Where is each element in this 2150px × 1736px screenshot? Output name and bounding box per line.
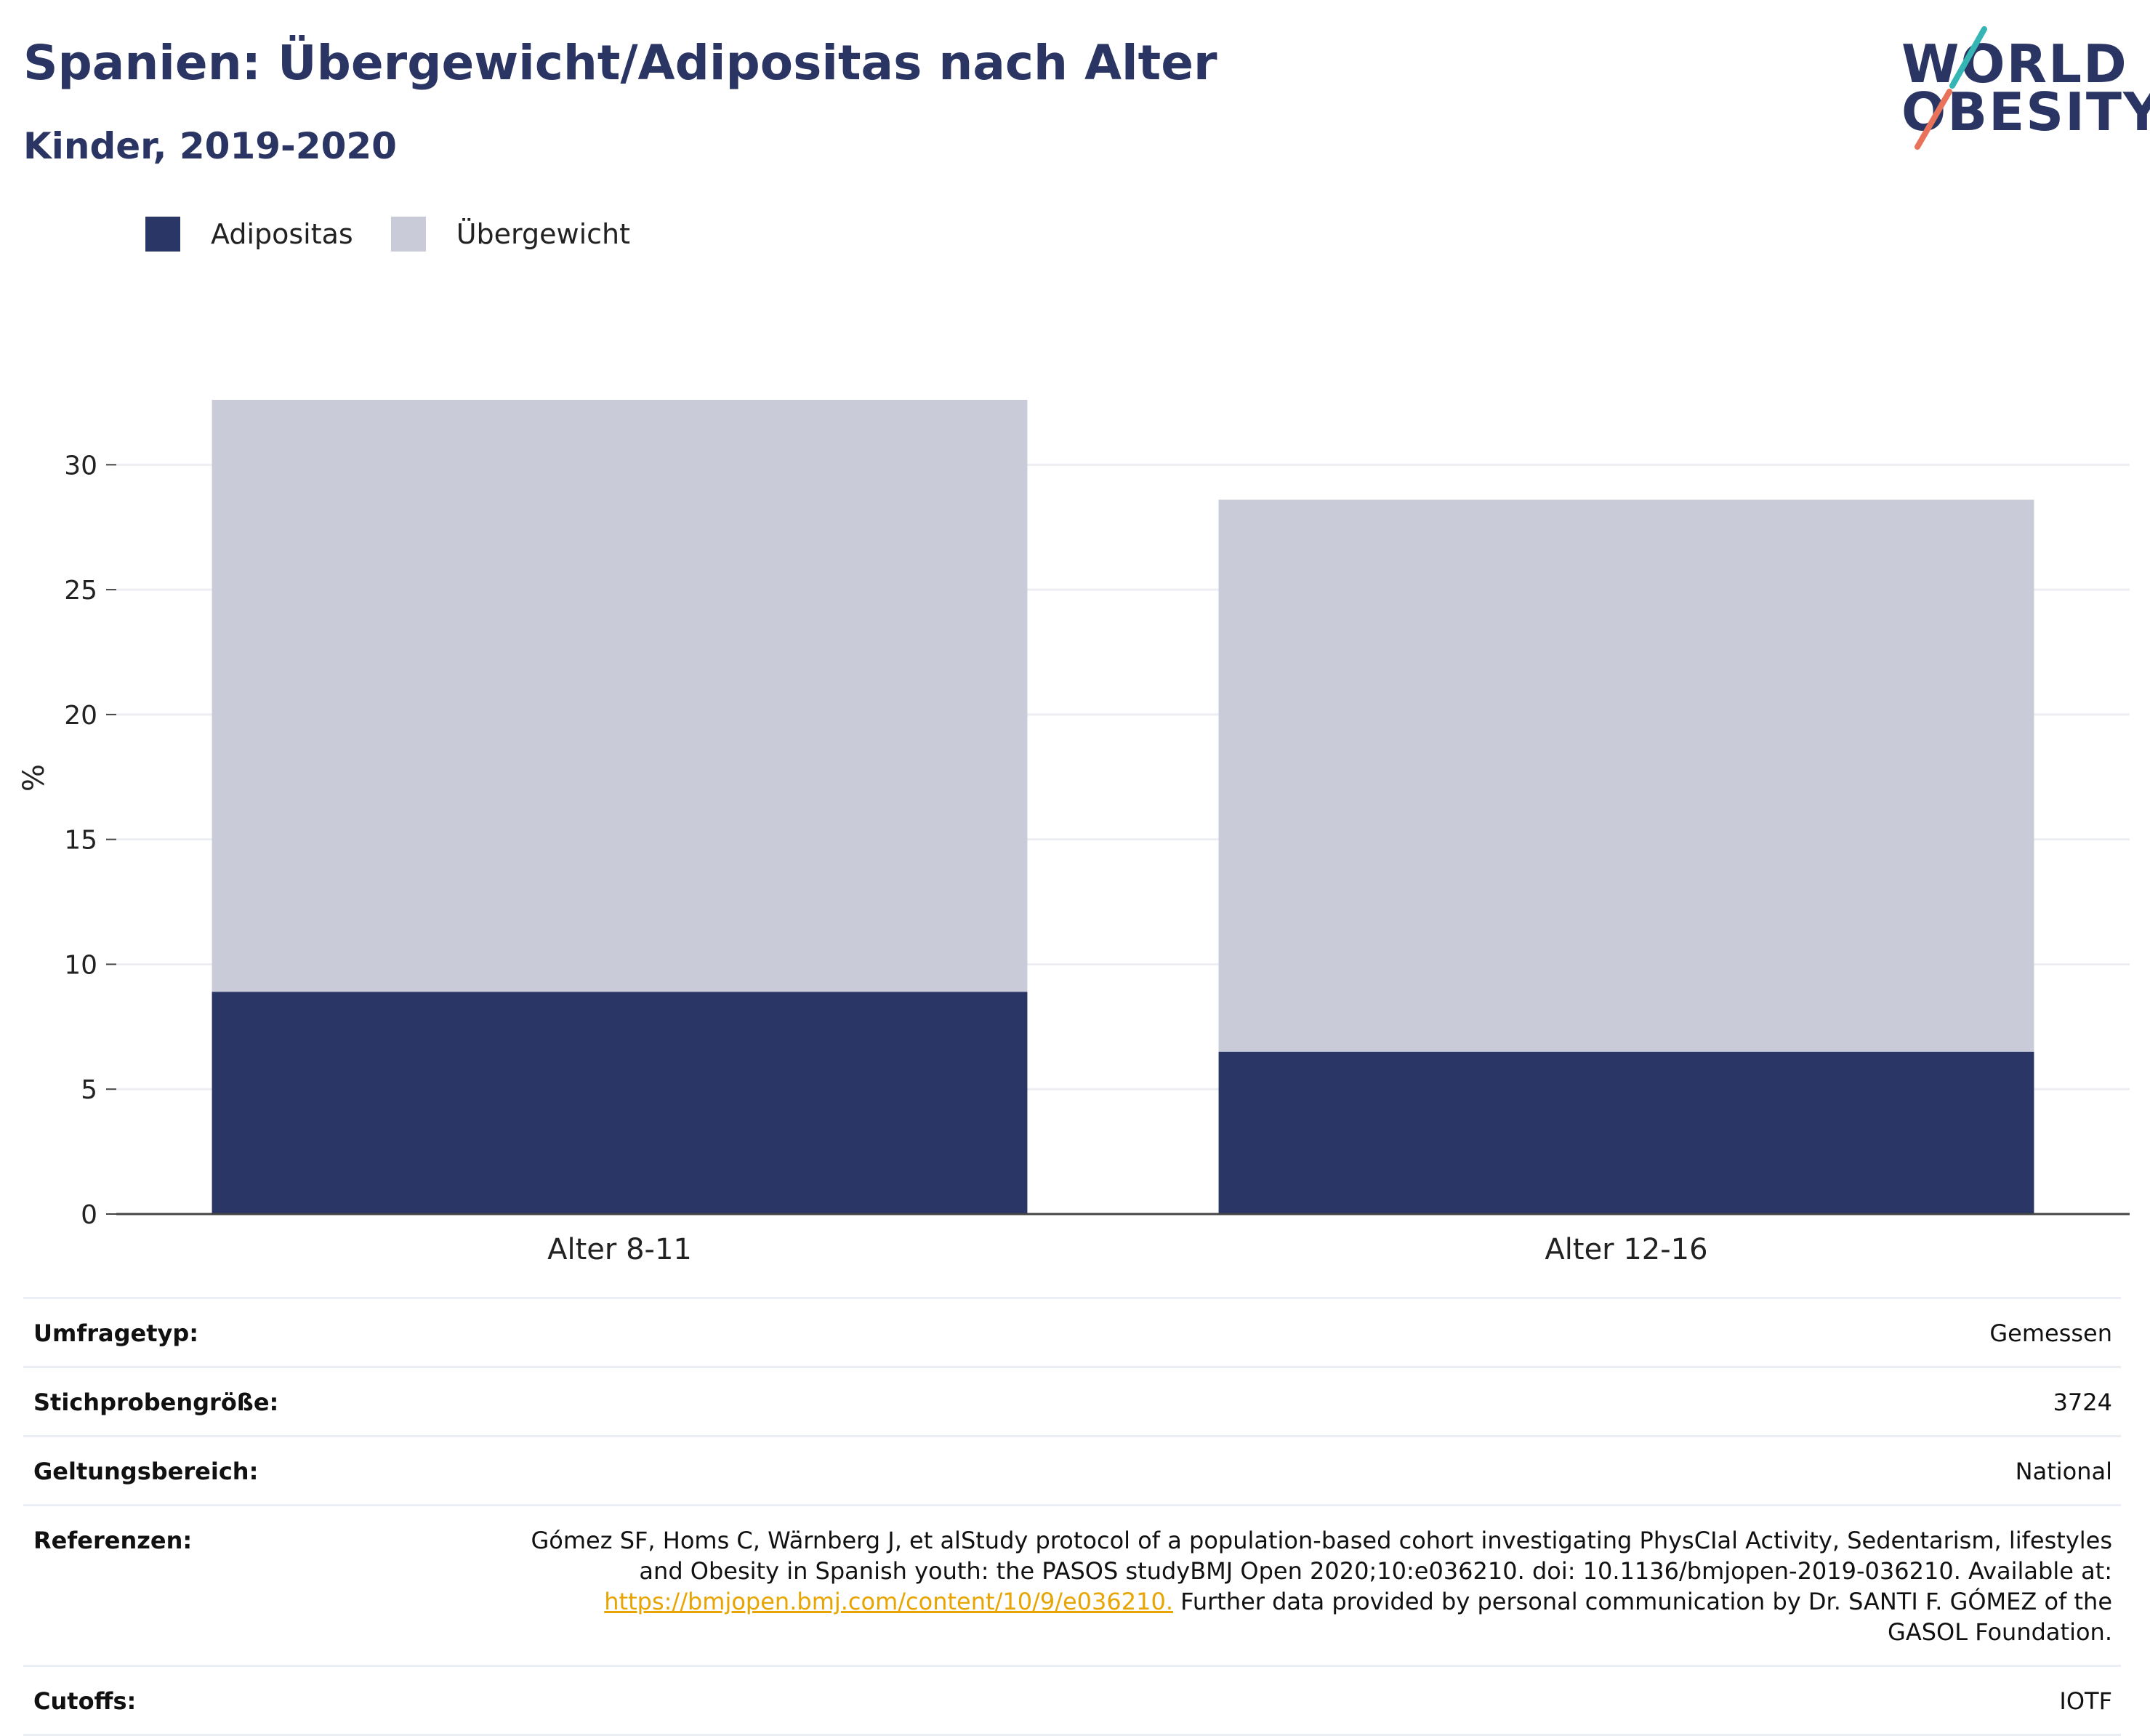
bar-adipositas-2[interactable] — [1218, 1051, 2034, 1214]
chart-legend: Adipositas Übergewicht — [145, 217, 668, 252]
table-row: Referenzen: Gómez SF, Homs C, Wärnberg J… — [23, 1506, 2121, 1667]
row-label-cutoffs: Cutoffs: — [33, 1687, 137, 1715]
legend-swatch-uebergewicht — [390, 217, 426, 252]
row-label-sample-size: Stichprobengröße: — [33, 1389, 279, 1416]
y-tick-label: 30 — [64, 451, 97, 481]
table-row: Geltungsbereich: National — [23, 1437, 2121, 1506]
x-category-label: Alter 8-11 — [547, 1233, 692, 1266]
y-tick-label: 5 — [81, 1075, 97, 1105]
row-label-references: Referenzen: — [33, 1527, 193, 1554]
metadata-table: Umfragetyp: Gemessen Stichprobengröße: 3… — [23, 1297, 2121, 1736]
chart-subtitle: Kinder, 2019-2020 — [23, 125, 397, 167]
logo-text-obesity: OBESITY — [1901, 81, 2150, 142]
legend-label-adipositas: Adipositas — [211, 218, 353, 250]
legend-swatch-adipositas — [145, 217, 180, 252]
reference-link[interactable]: https://bmjopen.bmj.com/content/10/9/e03… — [604, 1588, 1173, 1615]
x-category-label: Alter 12-16 — [1545, 1233, 1707, 1266]
legend-item-adipositas[interactable]: Adipositas — [145, 217, 353, 252]
y-axis-title: % — [17, 764, 51, 792]
table-row: Stichprobengröße: 3724 — [23, 1368, 2121, 1437]
axes: 0 5 10 15 20 25 30 Alter 8-11 Alter 12-16% — [17, 451, 2130, 1266]
row-label-scope: Geltungsbereich: — [33, 1458, 259, 1485]
bars — [212, 400, 2034, 1214]
y-tick-label: 15 — [64, 826, 97, 856]
row-value-sample-size: 3724 — [2053, 1389, 2112, 1416]
stacked-bar-chart: 0 5 10 15 20 25 30 Alter 8-11 Alter 12-16% — [17, 400, 2130, 1266]
bar--bergewicht-1[interactable] — [212, 400, 1028, 992]
row-value-cutoffs: IOTF — [2059, 1687, 2112, 1715]
y-tick-label: 20 — [64, 701, 97, 731]
chart-title: Spanien: Übergewicht/Adipositas nach Alt… — [23, 35, 1217, 91]
reference-text-continued: Further data provided by personal commun… — [1173, 1588, 2112, 1646]
y-tick-label: 25 — [64, 576, 97, 606]
y-tick-label: 10 — [64, 950, 97, 980]
reference-text: Gómez SF, Homs C, Wärnberg J, et alStudy… — [531, 1527, 2112, 1585]
row-value-references: Gómez SF, Homs C, Wärnberg J, et alStudy… — [528, 1525, 2112, 1647]
world-obesity-logo-slash — [1915, 26, 1987, 150]
row-value-survey-type: Gemessen — [1989, 1319, 2112, 1347]
logo-text-world: WORLD — [1901, 33, 2128, 95]
legend-item-uebergewicht[interactable]: Übergewicht — [390, 217, 630, 252]
row-label-survey-type: Umfragetyp: — [33, 1319, 199, 1347]
y-tick-label: 0 — [81, 1200, 97, 1230]
table-row: Cutoffs: IOTF — [23, 1667, 2121, 1736]
bar-adipositas-1[interactable] — [212, 992, 1028, 1214]
bar--bergewicht-2[interactable] — [1218, 499, 2034, 1052]
row-value-scope: National — [2015, 1458, 2112, 1485]
table-row: Umfragetyp: Gemessen — [23, 1299, 2121, 1368]
legend-label-uebergewicht: Übergewicht — [456, 218, 630, 250]
